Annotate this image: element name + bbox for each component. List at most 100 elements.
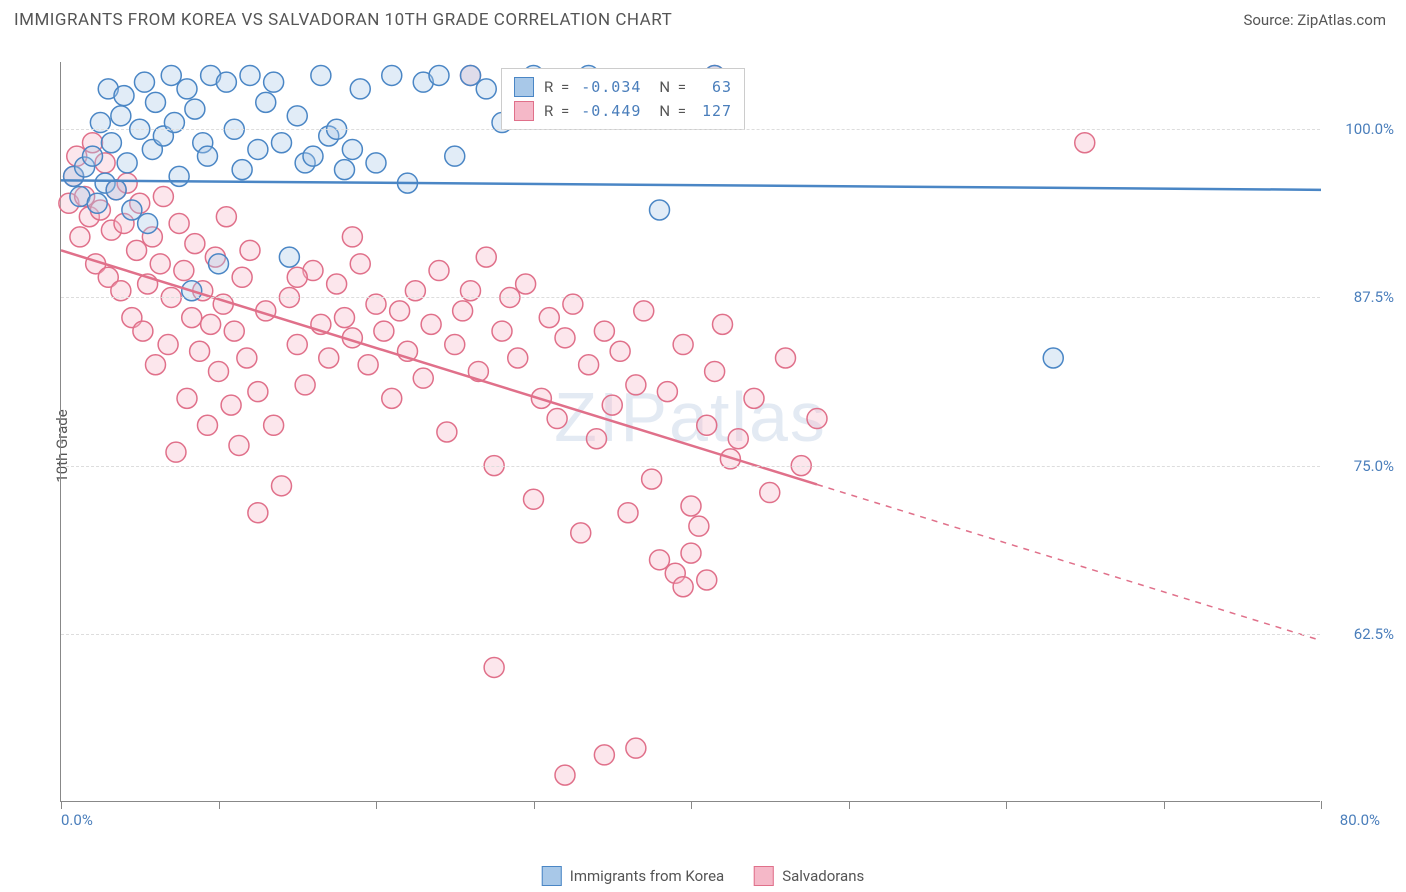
scatter-point: [366, 153, 386, 173]
gridline: [61, 466, 1320, 467]
scatter-point: [445, 335, 465, 355]
scatter-point: [390, 301, 410, 321]
scatter-point: [185, 99, 205, 119]
scatter-point: [146, 92, 166, 112]
scatter-point: [114, 86, 134, 106]
scatter-point: [106, 180, 126, 200]
scatter-point: [240, 65, 260, 85]
scatter-point: [216, 72, 236, 92]
scatter-point: [256, 92, 276, 112]
scatter-point: [127, 240, 147, 260]
scatter-point: [335, 308, 355, 328]
scatter-point: [689, 516, 709, 536]
scatter-point: [133, 321, 153, 341]
scatter-point: [350, 79, 370, 99]
legend-swatch-icon: [542, 866, 562, 886]
scatter-point: [201, 314, 221, 334]
scatter-point: [807, 409, 827, 429]
bottom-legend: Immigrants from Korea Salvadorans: [542, 866, 865, 886]
scatter-point: [587, 429, 607, 449]
scatter-point: [642, 469, 662, 489]
scatter-point: [484, 657, 504, 677]
scatter-point: [221, 395, 241, 415]
scatter-point: [229, 435, 249, 455]
legend-r-label: R =: [544, 99, 571, 123]
scatter-point: [571, 523, 591, 543]
scatter-point: [224, 321, 244, 341]
scatter-point: [327, 274, 347, 294]
scatter-point: [101, 133, 121, 153]
bottom-legend-item: Salvadorans: [754, 866, 864, 886]
scatter-point: [594, 745, 614, 765]
scatter-point: [382, 65, 402, 85]
stats-legend-row: R =-0.034N =63: [514, 75, 732, 99]
scatter-point: [508, 348, 528, 368]
scatter-point: [445, 146, 465, 166]
scatter-point: [237, 348, 257, 368]
scatter-point: [138, 213, 158, 233]
scatter-point: [232, 267, 252, 287]
scatter-point: [476, 247, 496, 267]
x-tick: [1321, 801, 1322, 809]
scatter-point: [264, 72, 284, 92]
scatter-point: [516, 274, 536, 294]
scatter-point: [295, 375, 315, 395]
scatter-point: [350, 254, 370, 274]
x-axis-max-label: 80.0%: [1340, 811, 1380, 829]
scatter-point: [122, 200, 142, 220]
scatter-point: [342, 139, 362, 159]
scatter-point: [728, 429, 748, 449]
scatter-point: [70, 227, 90, 247]
scatter-point: [248, 139, 268, 159]
scatter-point: [594, 321, 614, 341]
legend-r-value: -0.034: [581, 75, 641, 99]
scatter-point: [166, 442, 186, 462]
scatter-point: [610, 341, 630, 361]
scatter-point: [602, 395, 622, 415]
bottom-legend-label: Salvadorans: [782, 867, 864, 885]
scatter-point: [634, 301, 654, 321]
scatter-point: [303, 146, 323, 166]
legend-swatch-icon: [514, 77, 534, 97]
y-tick-label: 75.0%: [1330, 457, 1394, 475]
scatter-point: [437, 422, 457, 442]
scatter-point: [374, 321, 394, 341]
scatter-point: [760, 483, 780, 503]
regression-line: [61, 180, 1321, 189]
scatter-point: [248, 503, 268, 523]
scatter-point: [429, 261, 449, 281]
scatter-point: [177, 79, 197, 99]
scatter-point: [697, 570, 717, 590]
scatter-point: [185, 234, 205, 254]
scatter-point: [287, 106, 307, 126]
scatter-point: [539, 308, 559, 328]
scatter-point: [673, 335, 693, 355]
scatter-point: [209, 361, 229, 381]
legend-n-label: N =: [659, 75, 688, 99]
scatter-point: [524, 489, 544, 509]
plot-region: ZIPatlas R =-0.034N =63R =-0.449N =127 6…: [60, 62, 1320, 802]
scatter-point: [161, 65, 181, 85]
scatter-point: [197, 146, 217, 166]
legend-n-label: N =: [659, 99, 688, 123]
scatter-point: [248, 382, 268, 402]
bottom-legend-label: Immigrants from Korea: [570, 867, 724, 885]
scatter-point: [547, 409, 567, 429]
scatter-point: [153, 187, 173, 207]
gridline: [61, 129, 1320, 130]
scatter-point: [555, 765, 575, 785]
x-axis-min-label: 0.0%: [61, 811, 93, 829]
scatter-point: [87, 193, 107, 213]
scatter-point: [209, 254, 229, 274]
scatter-point: [117, 153, 137, 173]
x-tick: [376, 801, 377, 809]
chart-header: IMMIGRANTS FROM KOREA VS SALVADORAN 10TH…: [0, 0, 1406, 40]
scatter-point: [174, 261, 194, 281]
scatter-point: [461, 65, 481, 85]
scatter-point: [413, 368, 433, 388]
scatter-point: [287, 267, 307, 287]
scatter-point: [657, 382, 677, 402]
bottom-legend-item: Immigrants from Korea: [542, 866, 724, 886]
x-tick: [691, 801, 692, 809]
scatter-point: [169, 213, 189, 233]
